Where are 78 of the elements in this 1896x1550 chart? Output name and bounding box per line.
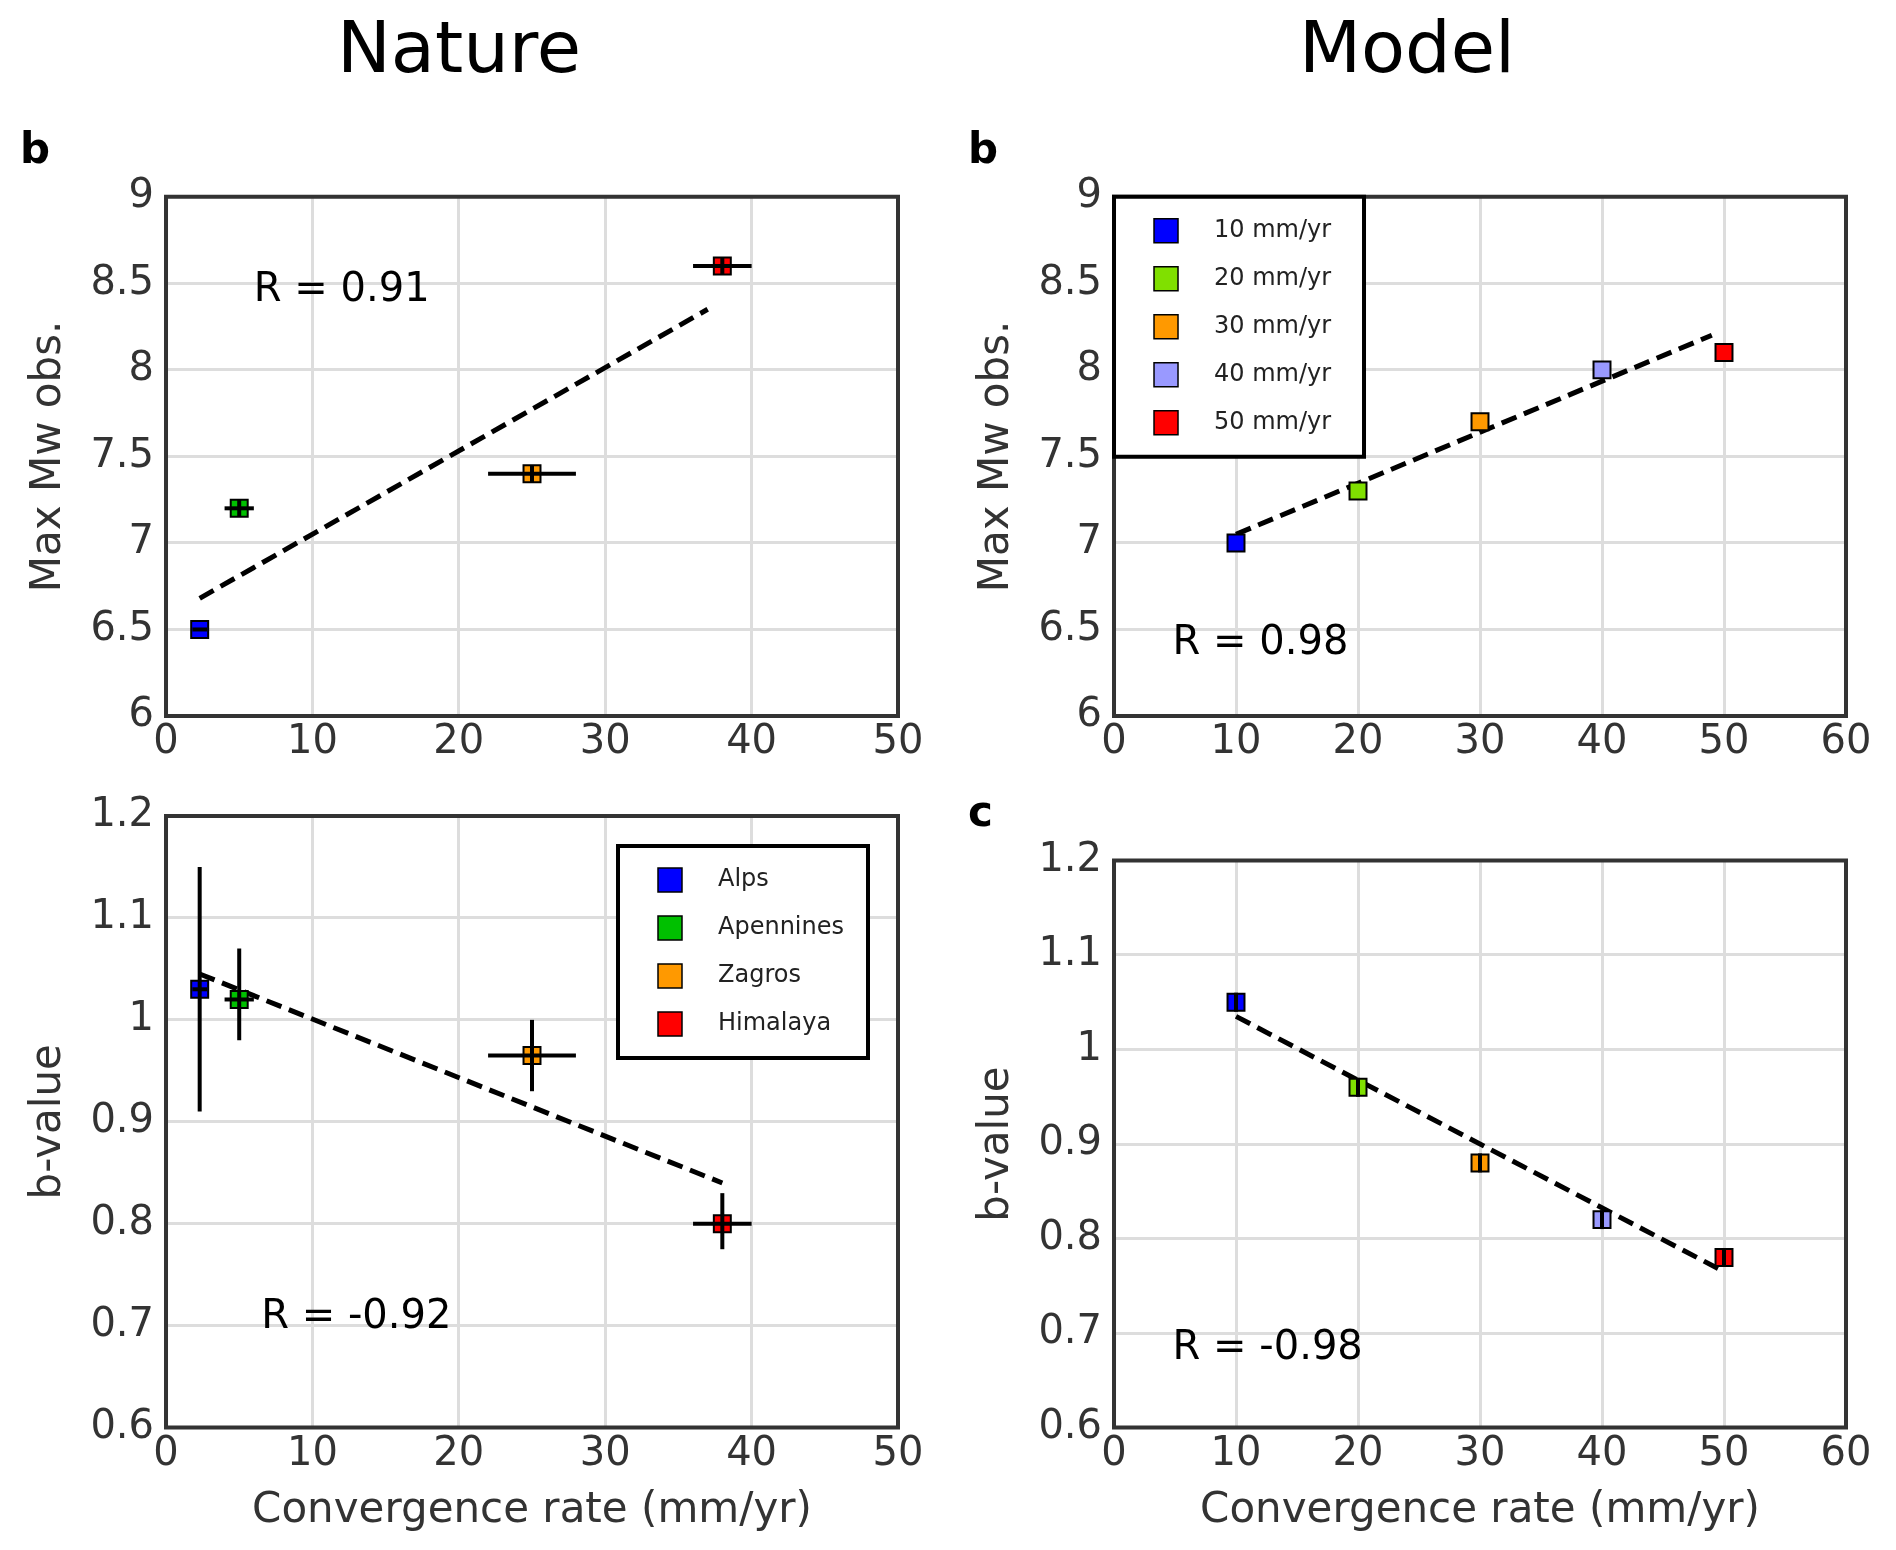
y-tick-label: 0.7 bbox=[90, 1299, 155, 1346]
legend-label: Apennines bbox=[718, 912, 844, 941]
x-tick-label: 50 bbox=[1698, 716, 1750, 763]
y-tick-label: 0.8 bbox=[90, 1197, 155, 1244]
x-tick-label: 30 bbox=[579, 716, 631, 763]
y-tick-label: 7 bbox=[128, 516, 155, 563]
y-tick-label: 0.6 bbox=[1038, 1400, 1103, 1447]
x-tick-label: 20 bbox=[433, 1427, 485, 1474]
y-tick-label: 8.5 bbox=[1038, 256, 1103, 303]
y-tick-label: 6.5 bbox=[90, 602, 155, 649]
x-axis-title: Convergence rate (mm/yr) bbox=[1200, 1482, 1760, 1532]
x-tick-label: 50 bbox=[1698, 1427, 1750, 1474]
x-tick-label: 30 bbox=[579, 1427, 631, 1474]
x-tick-label: 30 bbox=[1454, 716, 1506, 763]
y-tick-label: 0.8 bbox=[1038, 1211, 1103, 1258]
x-tick-label: 0 bbox=[1101, 1427, 1127, 1474]
y-tick-label: 1.1 bbox=[90, 891, 155, 938]
x-tick-label: 0 bbox=[153, 716, 179, 763]
y-tick-label: 6 bbox=[128, 689, 155, 736]
chart-title: Model bbox=[1298, 4, 1516, 89]
x-tick-label: 40 bbox=[726, 1427, 778, 1474]
y-tick-label: 1.1 bbox=[1038, 928, 1103, 975]
annotation: R = 0.91 bbox=[253, 263, 430, 310]
x-tick-label: 20 bbox=[1332, 716, 1384, 763]
legend-label: 20 mm/yr bbox=[1214, 263, 1332, 292]
legend-label: Alps bbox=[718, 864, 769, 893]
y-tick-label: 1 bbox=[128, 993, 155, 1040]
x-tick-label: 50 bbox=[872, 716, 924, 763]
y-tick-label: 1 bbox=[1076, 1022, 1103, 1069]
legend-label: Zagros bbox=[718, 960, 801, 989]
x-tick-label: 40 bbox=[726, 716, 778, 763]
x-tick-label: 0 bbox=[1101, 716, 1127, 763]
x-tick-label: 0 bbox=[153, 1427, 179, 1474]
x-tick-label: 50 bbox=[872, 1427, 924, 1474]
x-tick-label: 60 bbox=[1820, 1427, 1872, 1474]
y-axis-title: b-value bbox=[969, 1066, 1019, 1222]
y-tick-label: 0.7 bbox=[1038, 1306, 1103, 1353]
legend-label: 10 mm/yr bbox=[1214, 215, 1332, 244]
y-axis-title: Max Mw obs. bbox=[969, 320, 1019, 593]
y-tick-label: 8.5 bbox=[90, 256, 155, 303]
x-tick-label: 30 bbox=[1454, 1427, 1506, 1474]
legend-label: 40 mm/yr bbox=[1214, 359, 1332, 388]
chart-subtitle: b bbox=[20, 123, 51, 173]
y-tick-label: 8 bbox=[128, 343, 155, 390]
y-tick-label: 8 bbox=[1076, 343, 1103, 390]
x-tick-label: 10 bbox=[286, 716, 338, 763]
y-tick-label: 1.2 bbox=[1038, 833, 1103, 880]
annotation: R = -0.92 bbox=[261, 1290, 452, 1337]
chart-title: Nature bbox=[336, 4, 582, 89]
y-tick-label: 0.6 bbox=[90, 1400, 155, 1447]
x-tick-label: 60 bbox=[1820, 716, 1872, 763]
y-tick-label: 0.9 bbox=[90, 1095, 155, 1142]
y-axis-title: Max Mw obs. bbox=[21, 320, 71, 593]
x-tick-label: 10 bbox=[286, 1427, 338, 1474]
y-tick-label: 6 bbox=[1076, 689, 1103, 736]
x-tick-label: 20 bbox=[433, 716, 485, 763]
y-tick-label: 7.5 bbox=[1038, 429, 1103, 476]
legend-label: 30 mm/yr bbox=[1214, 311, 1332, 340]
y-tick-label: 7 bbox=[1076, 516, 1103, 563]
chart-subtitle: b bbox=[968, 123, 999, 173]
x-tick-label: 10 bbox=[1210, 716, 1262, 763]
y-tick-label: 0.9 bbox=[1038, 1117, 1103, 1164]
y-tick-label: 9 bbox=[128, 170, 155, 217]
annotation: R = -0.98 bbox=[1172, 1321, 1363, 1368]
legend-label: 50 mm/yr bbox=[1214, 407, 1332, 436]
y-tick-label: 9 bbox=[1076, 170, 1103, 217]
y-tick-label: 7.5 bbox=[90, 429, 155, 476]
x-tick-label: 10 bbox=[1210, 1427, 1262, 1474]
legend-label: Himalaya bbox=[718, 1008, 832, 1037]
x-axis-title: Convergence rate (mm/yr) bbox=[252, 1482, 812, 1532]
x-tick-label: 40 bbox=[1576, 716, 1628, 763]
annotation: R = 0.98 bbox=[1172, 616, 1349, 663]
y-tick-label: 1.2 bbox=[90, 789, 155, 836]
x-tick-label: 20 bbox=[1332, 1427, 1384, 1474]
chart-subtitle: c bbox=[968, 787, 993, 837]
y-tick-label: 6.5 bbox=[1038, 602, 1103, 649]
y-axis-title: b-value bbox=[21, 1044, 71, 1200]
x-tick-label: 40 bbox=[1576, 1427, 1628, 1474]
